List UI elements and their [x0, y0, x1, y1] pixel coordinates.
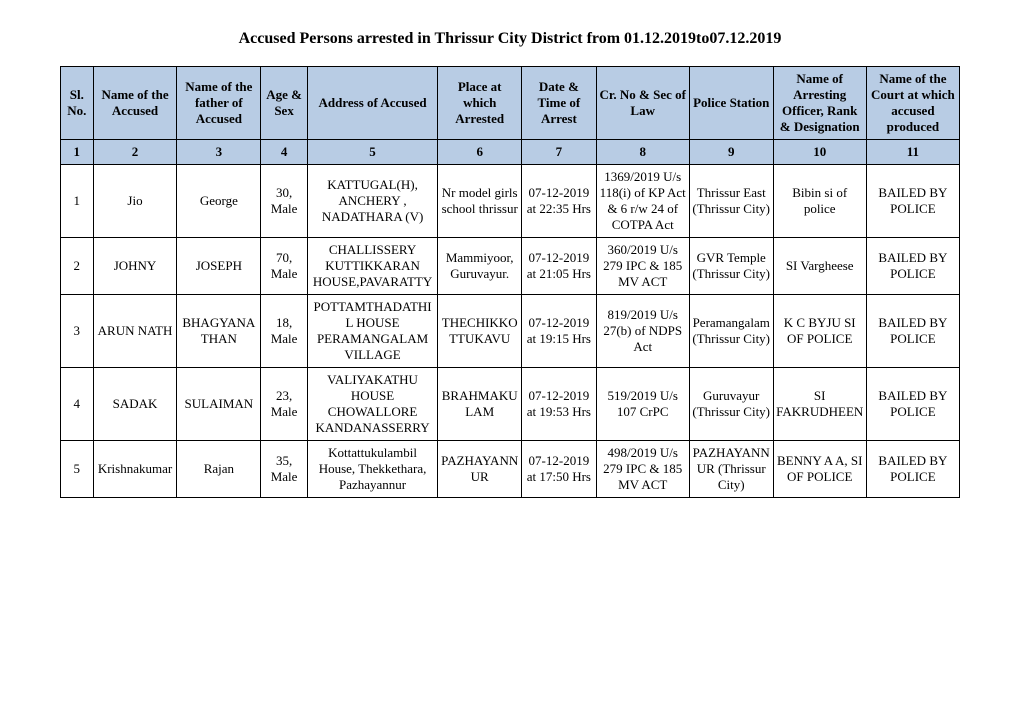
cell-age: 30, Male: [261, 165, 308, 238]
cell-datetime: 07-12-2019 at 19:15 Hrs: [522, 295, 597, 368]
col-age: Age & Sex: [261, 67, 308, 140]
cell-datetime: 07-12-2019 at 17:50 Hrs: [522, 441, 597, 498]
colnum: 9: [689, 140, 773, 165]
colnum: 11: [866, 140, 959, 165]
colnum: 6: [438, 140, 522, 165]
col-station: Police Station: [689, 67, 773, 140]
cell-age: 18, Male: [261, 295, 308, 368]
cell-station: Guruvayur (Thrissur City): [689, 368, 773, 441]
cell-place: Mammiyoor, Guruvayur.: [438, 238, 522, 295]
cell-address: Kottattukulambil House, Thekkethara, Paz…: [307, 441, 437, 498]
cell-sl: 3: [61, 295, 94, 368]
colnum: 1: [61, 140, 94, 165]
col-court: Name of the Court at which accused produ…: [866, 67, 959, 140]
cell-age: 23, Male: [261, 368, 308, 441]
cell-name: ARUN NATH: [93, 295, 177, 368]
cell-father: JOSEPH: [177, 238, 261, 295]
cell-name: Jio: [93, 165, 177, 238]
cell-officer: K C BYJU SI OF POLICE: [773, 295, 866, 368]
cell-name: JOHNY: [93, 238, 177, 295]
col-crno: Cr. No & Sec of Law: [596, 67, 689, 140]
cell-officer: Bibin si of police: [773, 165, 866, 238]
table-body: 1JioGeorge30, MaleKATTUGAL(H), ANCHERY ,…: [61, 165, 960, 498]
number-row: 1 2 3 4 5 6 7 8 9 10 11: [61, 140, 960, 165]
colnum: 4: [261, 140, 308, 165]
cell-age: 70, Male: [261, 238, 308, 295]
cell-place: BRAHMAKULAM: [438, 368, 522, 441]
colnum: 2: [93, 140, 177, 165]
table-row: 3ARUN NATHBHAGYANATHAN18, MalePOTTAMTHAD…: [61, 295, 960, 368]
cell-datetime: 07-12-2019 at 19:53 Hrs: [522, 368, 597, 441]
cell-court: BAILED BY POLICE: [866, 238, 959, 295]
cell-father: George: [177, 165, 261, 238]
cell-age: 35, Male: [261, 441, 308, 498]
col-father: Name of the father of Accused: [177, 67, 261, 140]
cell-address: CHALLISSERY KUTTIKKARAN HOUSE,PAVARATTY: [307, 238, 437, 295]
cell-officer: SI Vargheese: [773, 238, 866, 295]
cell-officer: SI FAKRUDHEEN: [773, 368, 866, 441]
colnum: 7: [522, 140, 597, 165]
cell-sl: 4: [61, 368, 94, 441]
col-sl: Sl. No.: [61, 67, 94, 140]
cell-father: SULAIMAN: [177, 368, 261, 441]
colnum: 10: [773, 140, 866, 165]
cell-name: Krishnakumar: [93, 441, 177, 498]
cell-court: BAILED BY POLICE: [866, 165, 959, 238]
cell-court: BAILED BY POLICE: [866, 295, 959, 368]
cell-sl: 2: [61, 238, 94, 295]
col-address: Address of Accused: [307, 67, 437, 140]
cell-court: BAILED BY POLICE: [866, 368, 959, 441]
table-row: 1JioGeorge30, MaleKATTUGAL(H), ANCHERY ,…: [61, 165, 960, 238]
cell-father: Rajan: [177, 441, 261, 498]
cell-sl: 5: [61, 441, 94, 498]
cell-station: Peramangalam (Thrissur City): [689, 295, 773, 368]
cell-crno: 819/2019 U/s 27(b) of NDPS Act: [596, 295, 689, 368]
cell-name: SADAK: [93, 368, 177, 441]
cell-crno: 519/2019 U/s 107 CrPC: [596, 368, 689, 441]
cell-datetime: 07-12-2019 at 21:05 Hrs: [522, 238, 597, 295]
colnum: 8: [596, 140, 689, 165]
cell-address: KATTUGAL(H), ANCHERY , NADATHARA (V): [307, 165, 437, 238]
table-row: 4SADAKSULAIMAN23, MaleVALIYAKATHU HOUSE …: [61, 368, 960, 441]
cell-crno: 1369/2019 U/s 118(i) of KP Act & 6 r/w 2…: [596, 165, 689, 238]
cell-station: PAZHAYANNUR (Thrissur City): [689, 441, 773, 498]
cell-father: BHAGYANATHAN: [177, 295, 261, 368]
cell-place: THECHIKKOTTUKAVU: [438, 295, 522, 368]
cell-address: VALIYAKATHU HOUSE CHOWALLORE KANDANASSER…: [307, 368, 437, 441]
cell-court: BAILED BY POLICE: [866, 441, 959, 498]
colnum: 5: [307, 140, 437, 165]
col-place: Place at which Arrested: [438, 67, 522, 140]
cell-place: Nr model girls school thrissur: [438, 165, 522, 238]
cell-station: Thrissur East (Thrissur City): [689, 165, 773, 238]
cell-address: POTTAMTHADATHIL HOUSE PERAMANGALAM VILLA…: [307, 295, 437, 368]
page-title: Accused Persons arrested in Thrissur Cit…: [60, 30, 960, 48]
cell-crno: 360/2019 U/s 279 IPC & 185 MV ACT: [596, 238, 689, 295]
header-row: Sl. No. Name of the Accused Name of the …: [61, 67, 960, 140]
col-date: Date & Time of Arrest: [522, 67, 597, 140]
cell-place: PAZHAYANNUR: [438, 441, 522, 498]
col-name: Name of the Accused: [93, 67, 177, 140]
arrest-table: Sl. No. Name of the Accused Name of the …: [60, 66, 960, 498]
col-officer: Name of Arresting Officer, Rank & Design…: [773, 67, 866, 140]
cell-crno: 498/2019 U/s 279 IPC & 185 MV ACT: [596, 441, 689, 498]
cell-officer: BENNY A A, SI OF POLICE: [773, 441, 866, 498]
table-row: 5KrishnakumarRajan35, MaleKottattukulamb…: [61, 441, 960, 498]
cell-datetime: 07-12-2019 at 22:35 Hrs: [522, 165, 597, 238]
cell-sl: 1: [61, 165, 94, 238]
cell-station: GVR Temple (Thrissur City): [689, 238, 773, 295]
colnum: 3: [177, 140, 261, 165]
table-row: 2JOHNYJOSEPH70, MaleCHALLISSERY KUTTIKKA…: [61, 238, 960, 295]
